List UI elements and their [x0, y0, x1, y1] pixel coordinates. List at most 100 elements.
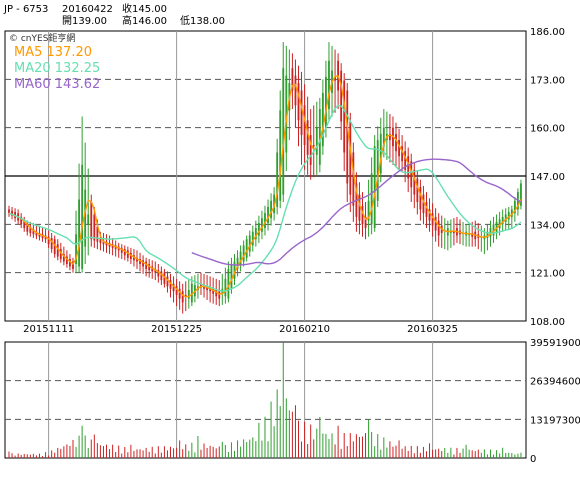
- candle-body: [160, 271, 163, 281]
- price-tick-label: 121.00: [530, 269, 565, 280]
- price-panel: 20151111 20151225 20160210 20160325 108.00 1…: [4, 27, 565, 335]
- candle-body: [169, 280, 172, 289]
- candle-body: [23, 220, 26, 229]
- price-tick-label: 108.00: [530, 317, 565, 328]
- candle-body: [276, 152, 279, 207]
- candle-body: [498, 219, 501, 229]
- candle-body: [471, 233, 474, 237]
- candle-body: [50, 237, 53, 250]
- candle-body: [136, 257, 138, 262]
- volume-bars: [8, 342, 522, 458]
- candle-body: [428, 209, 431, 221]
- candle-body: [26, 224, 29, 232]
- candle-body: [93, 214, 96, 241]
- volume-tick-label: 395919000: [530, 338, 580, 349]
- candle-body: [261, 218, 263, 232]
- candle-body: [325, 76, 327, 128]
- candle-body: [139, 259, 141, 264]
- candle-body: [99, 239, 102, 243]
- candle-body: [300, 90, 303, 136]
- header-symbol: JP - 6753: [3, 4, 48, 15]
- ma60-legend-label: MA60 143.62: [14, 77, 100, 92]
- candle-body: [126, 250, 129, 258]
- candle-body: [32, 229, 35, 235]
- candle-body: [364, 216, 367, 229]
- candle-body: [504, 214, 507, 222]
- volume-panel: 0 131973000 263946000 395919000: [4, 338, 580, 465]
- candle-body: [178, 288, 181, 299]
- candle-body: [87, 214, 90, 225]
- price-y-axis: 108.00 121.00 134.00 147.00 160.00 173.00 186.…: [530, 27, 565, 328]
- candle-body: [434, 216, 437, 231]
- candle-body: [233, 261, 236, 279]
- price-x-axis: 20151111 20151225 20160210 20160325: [23, 324, 458, 335]
- candle-body: [236, 257, 239, 269]
- price-tick-label: 147.00: [530, 172, 565, 183]
- candle-body: [376, 140, 379, 201]
- header-high: 高146.00: [122, 14, 167, 27]
- candle-body: [8, 209, 10, 214]
- candle-body: [187, 290, 190, 299]
- candle-body: [200, 283, 202, 288]
- candle-body: [321, 92, 324, 147]
- candle-body: [166, 276, 169, 287]
- candle-body: [328, 60, 330, 110]
- candle-body: [303, 105, 306, 146]
- price-tick-label: 160.00: [530, 124, 565, 135]
- header-close: 收145.00: [122, 2, 167, 15]
- candle-body: [382, 127, 385, 147]
- candle-body: [352, 152, 355, 206]
- candle-body: [190, 283, 193, 303]
- ma5-legend-label: MA5 137.20: [14, 45, 92, 60]
- volume-y-axis: 0 131973000 263946000 395919000: [530, 338, 580, 465]
- candle-body: [398, 140, 400, 157]
- candle-body: [334, 76, 336, 81]
- candle-body: [78, 199, 81, 267]
- candle-body: [224, 278, 227, 297]
- ma20-legend-label: MA20 132.25: [14, 61, 100, 76]
- candle-body: [413, 169, 416, 195]
- candle-body: [90, 202, 93, 240]
- candle-body: [513, 200, 516, 214]
- candle-body: [416, 178, 419, 203]
- candle-body: [361, 205, 364, 225]
- candle-body: [279, 110, 282, 201]
- candle-body: [425, 202, 428, 217]
- volume-tick-label: 131973000: [530, 415, 580, 426]
- candle-body: [437, 220, 440, 236]
- candle-body: [285, 75, 288, 153]
- volume-tick-label: 263946000: [530, 377, 580, 388]
- candle-body: [239, 251, 242, 266]
- ma20-line: [8, 104, 522, 292]
- candle-body: [157, 270, 160, 277]
- candle-body: [175, 286, 178, 295]
- candle-body: [72, 261, 74, 269]
- candle-body: [297, 83, 300, 121]
- candle-body: [404, 151, 407, 170]
- candle-body: [257, 223, 260, 236]
- candle-body: [215, 290, 218, 297]
- candle-body: [251, 231, 254, 246]
- candle-body: [218, 291, 221, 299]
- candle-body: [267, 206, 269, 224]
- candle-body: [29, 226, 32, 234]
- brand-label: © cnYES鉅亨網: [9, 32, 75, 44]
- candle-body: [62, 254, 65, 262]
- candle-body: [520, 183, 522, 206]
- candle-body: [11, 210, 13, 216]
- price-tick-label: 173.00: [530, 75, 565, 86]
- candle-body: [373, 146, 376, 229]
- candle-body: [245, 239, 248, 258]
- price-x-tick-label: 20151225: [151, 324, 202, 335]
- candle-body: [495, 221, 498, 232]
- candle-body: [349, 121, 352, 195]
- candle-body: [312, 145, 315, 147]
- candle-body: [309, 135, 312, 165]
- candle-body: [379, 133, 382, 174]
- candle-body: [172, 283, 175, 292]
- candle-body: [184, 294, 187, 297]
- candle-body: [59, 249, 62, 260]
- candle-body: [489, 228, 492, 237]
- candle-body: [84, 189, 87, 247]
